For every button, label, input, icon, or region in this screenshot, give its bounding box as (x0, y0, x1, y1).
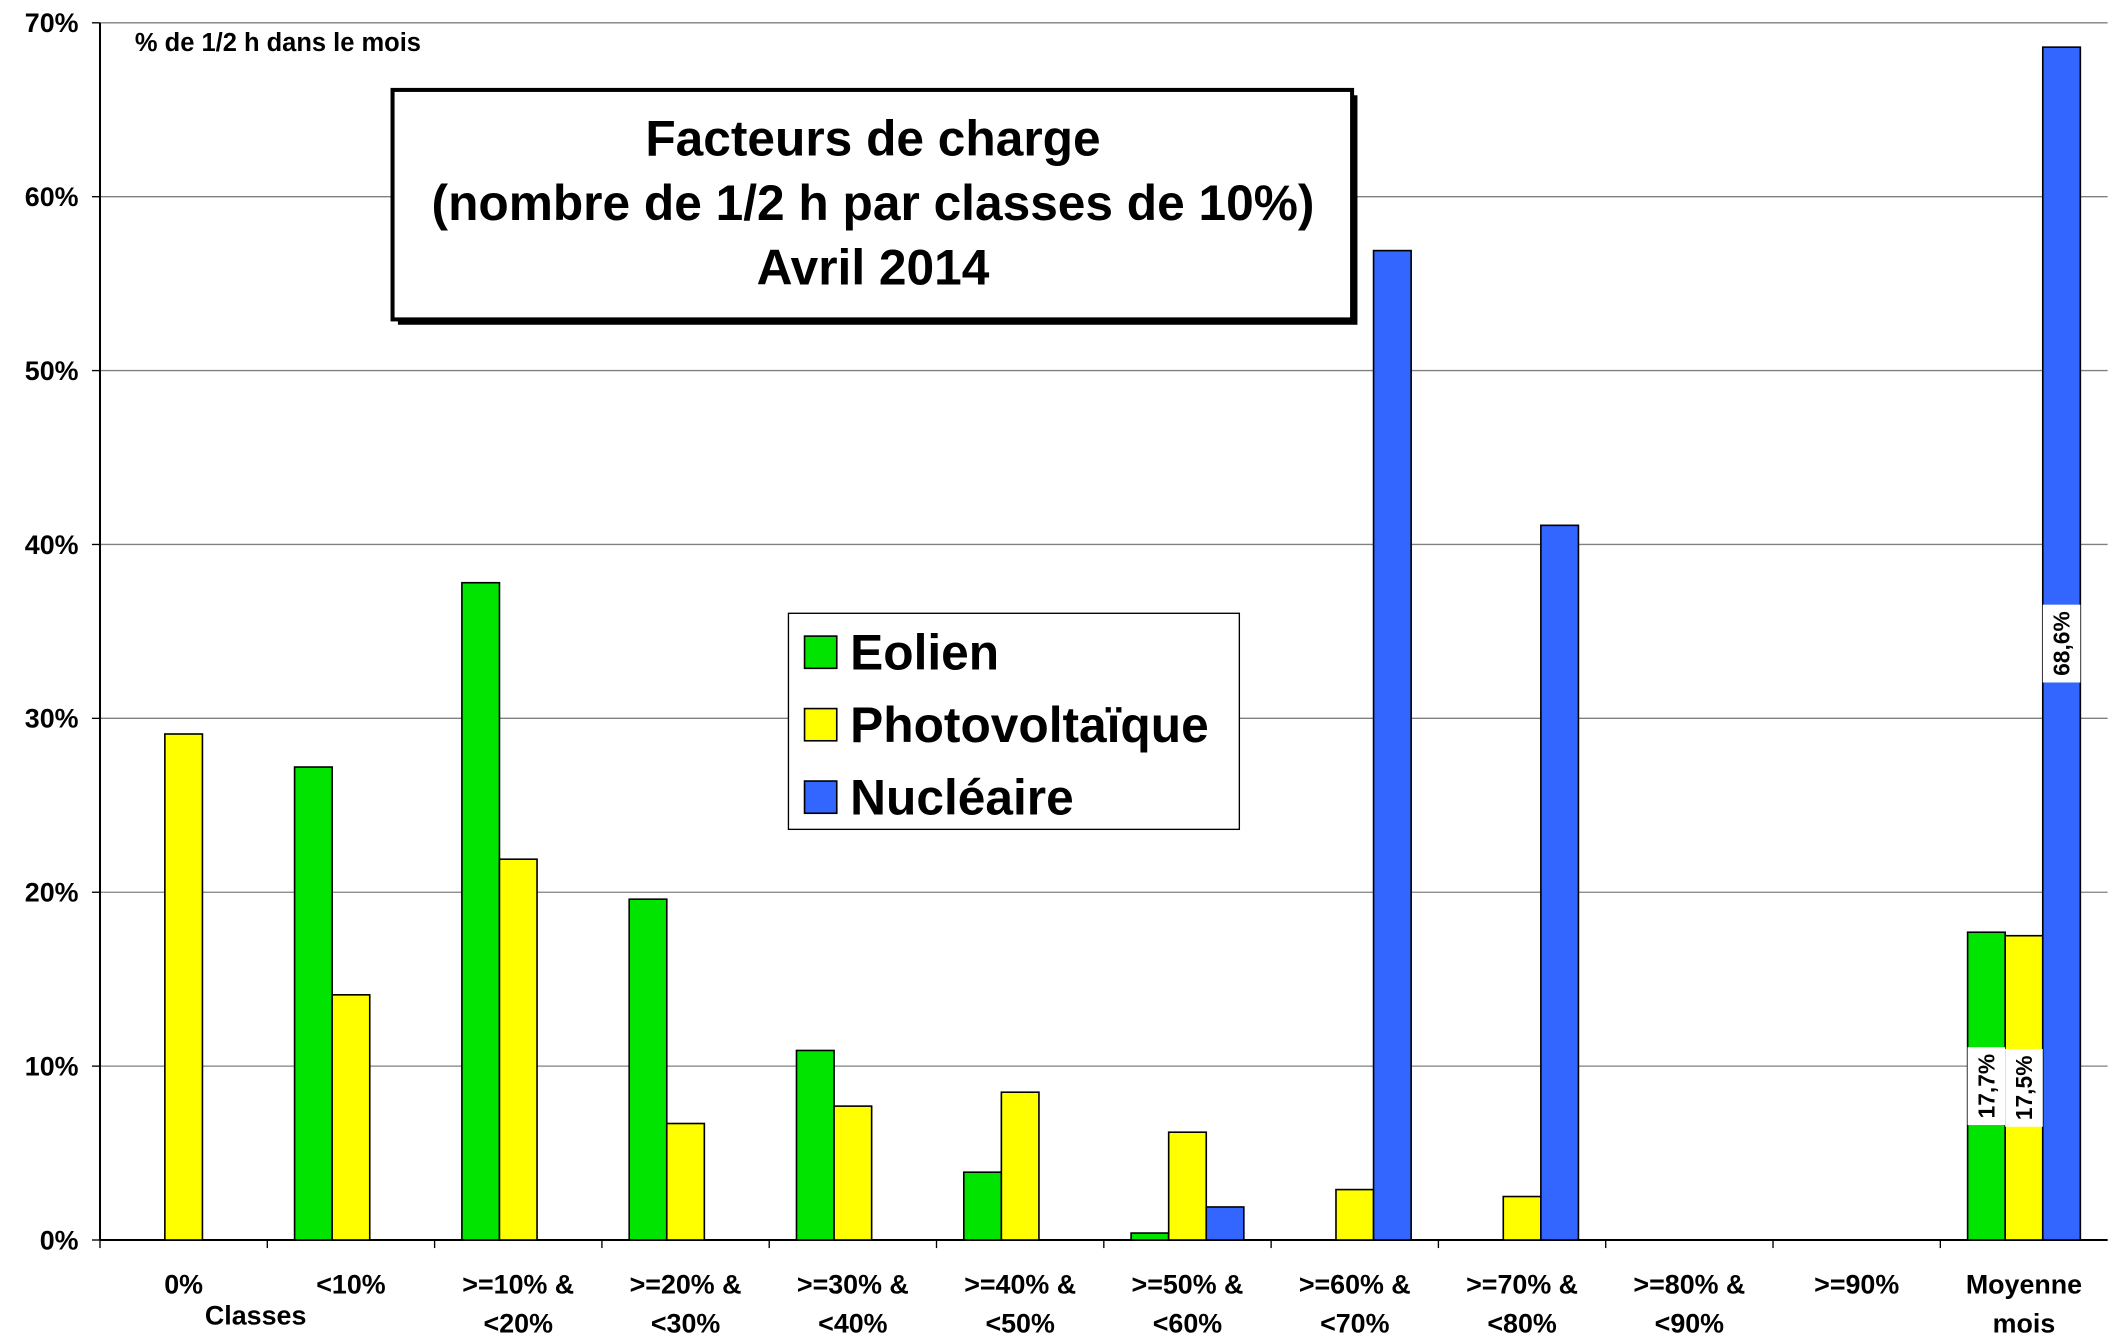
value-label-group: 68,6% (2042, 604, 2081, 683)
y-axis-label: % de 1/2 h dans le mois (135, 29, 421, 57)
legend-swatch (803, 707, 838, 742)
bar (1540, 524, 1580, 1241)
legend-box (787, 612, 1241, 831)
x-tick-label: >=20% & <30% (630, 1270, 742, 1339)
bar (1130, 1232, 1170, 1241)
bar (331, 994, 371, 1241)
legend-label: Nucléaire (850, 770, 1074, 826)
x-tick-label: >=70% & <80% (1466, 1270, 1578, 1339)
title-box (390, 87, 1355, 322)
value-label-bg (2005, 1048, 2043, 1127)
x-tick-label: <10% (316, 1270, 386, 1300)
y-tick-label: 40% (25, 530, 79, 560)
bar (1000, 1091, 1040, 1241)
value-label: 17,7% (1973, 1054, 1999, 1119)
value-label: 68,6% (2049, 611, 2075, 676)
legend-swatch (803, 780, 838, 815)
x-tick-label: Moyenne mois (1966, 1270, 2082, 1339)
bar (1335, 1188, 1375, 1241)
bar (1372, 249, 1412, 1241)
x-tick-label: >=30% & <40% (797, 1270, 909, 1339)
chart-title: (nombre de 1/2 h par classes de 10%) (432, 175, 1315, 231)
x-axis-label: Classes (205, 1301, 306, 1331)
y-tick-label: 20% (25, 878, 79, 908)
x-tick-label: >=80% & <90% (1633, 1270, 1745, 1339)
bar (164, 733, 204, 1241)
bar (498, 858, 538, 1241)
y-tick-label: 70% (25, 8, 79, 38)
bar (461, 581, 501, 1241)
x-tick-label: >=60% & <70% (1299, 1270, 1411, 1339)
y-tick-label: 60% (25, 182, 79, 212)
bar (293, 766, 333, 1241)
y-tick-label: 0% (40, 1225, 79, 1255)
y-tick-label: 30% (25, 704, 79, 734)
bar (833, 1105, 873, 1241)
legend-label: Photovoltaïque (850, 697, 1209, 753)
value-label: 17,5% (2011, 1056, 2037, 1121)
value-label-bg (1967, 1047, 2006, 1126)
chart-title: Avril 2014 (757, 240, 990, 296)
bar (665, 1122, 706, 1241)
legend-swatch (803, 635, 838, 670)
bar (962, 1171, 1003, 1241)
bar (1167, 1131, 1208, 1241)
value-label-group: 17,7% (1967, 1047, 2006, 1126)
value-label-bg (2042, 604, 2081, 683)
bar (795, 1049, 835, 1241)
x-tick-label: >=10% & <20% (462, 1270, 574, 1339)
x-tick-label: 0% (164, 1270, 203, 1300)
x-tick-label: >=50% & <60% (1132, 1270, 1244, 1339)
bar (1502, 1195, 1542, 1241)
chart-title: Facteurs de charge (645, 111, 1100, 167)
x-tick-label: >=90% (1814, 1270, 1899, 1300)
bar (628, 898, 668, 1241)
legend-label: Eolien (850, 625, 999, 681)
bar (1205, 1206, 1245, 1241)
x-tick-label: >=40% & <50% (964, 1270, 1076, 1339)
y-tick-label: 50% (25, 356, 79, 386)
value-label-group: 17,5% (2005, 1048, 2043, 1127)
y-tick-label: 10% (25, 1052, 79, 1082)
